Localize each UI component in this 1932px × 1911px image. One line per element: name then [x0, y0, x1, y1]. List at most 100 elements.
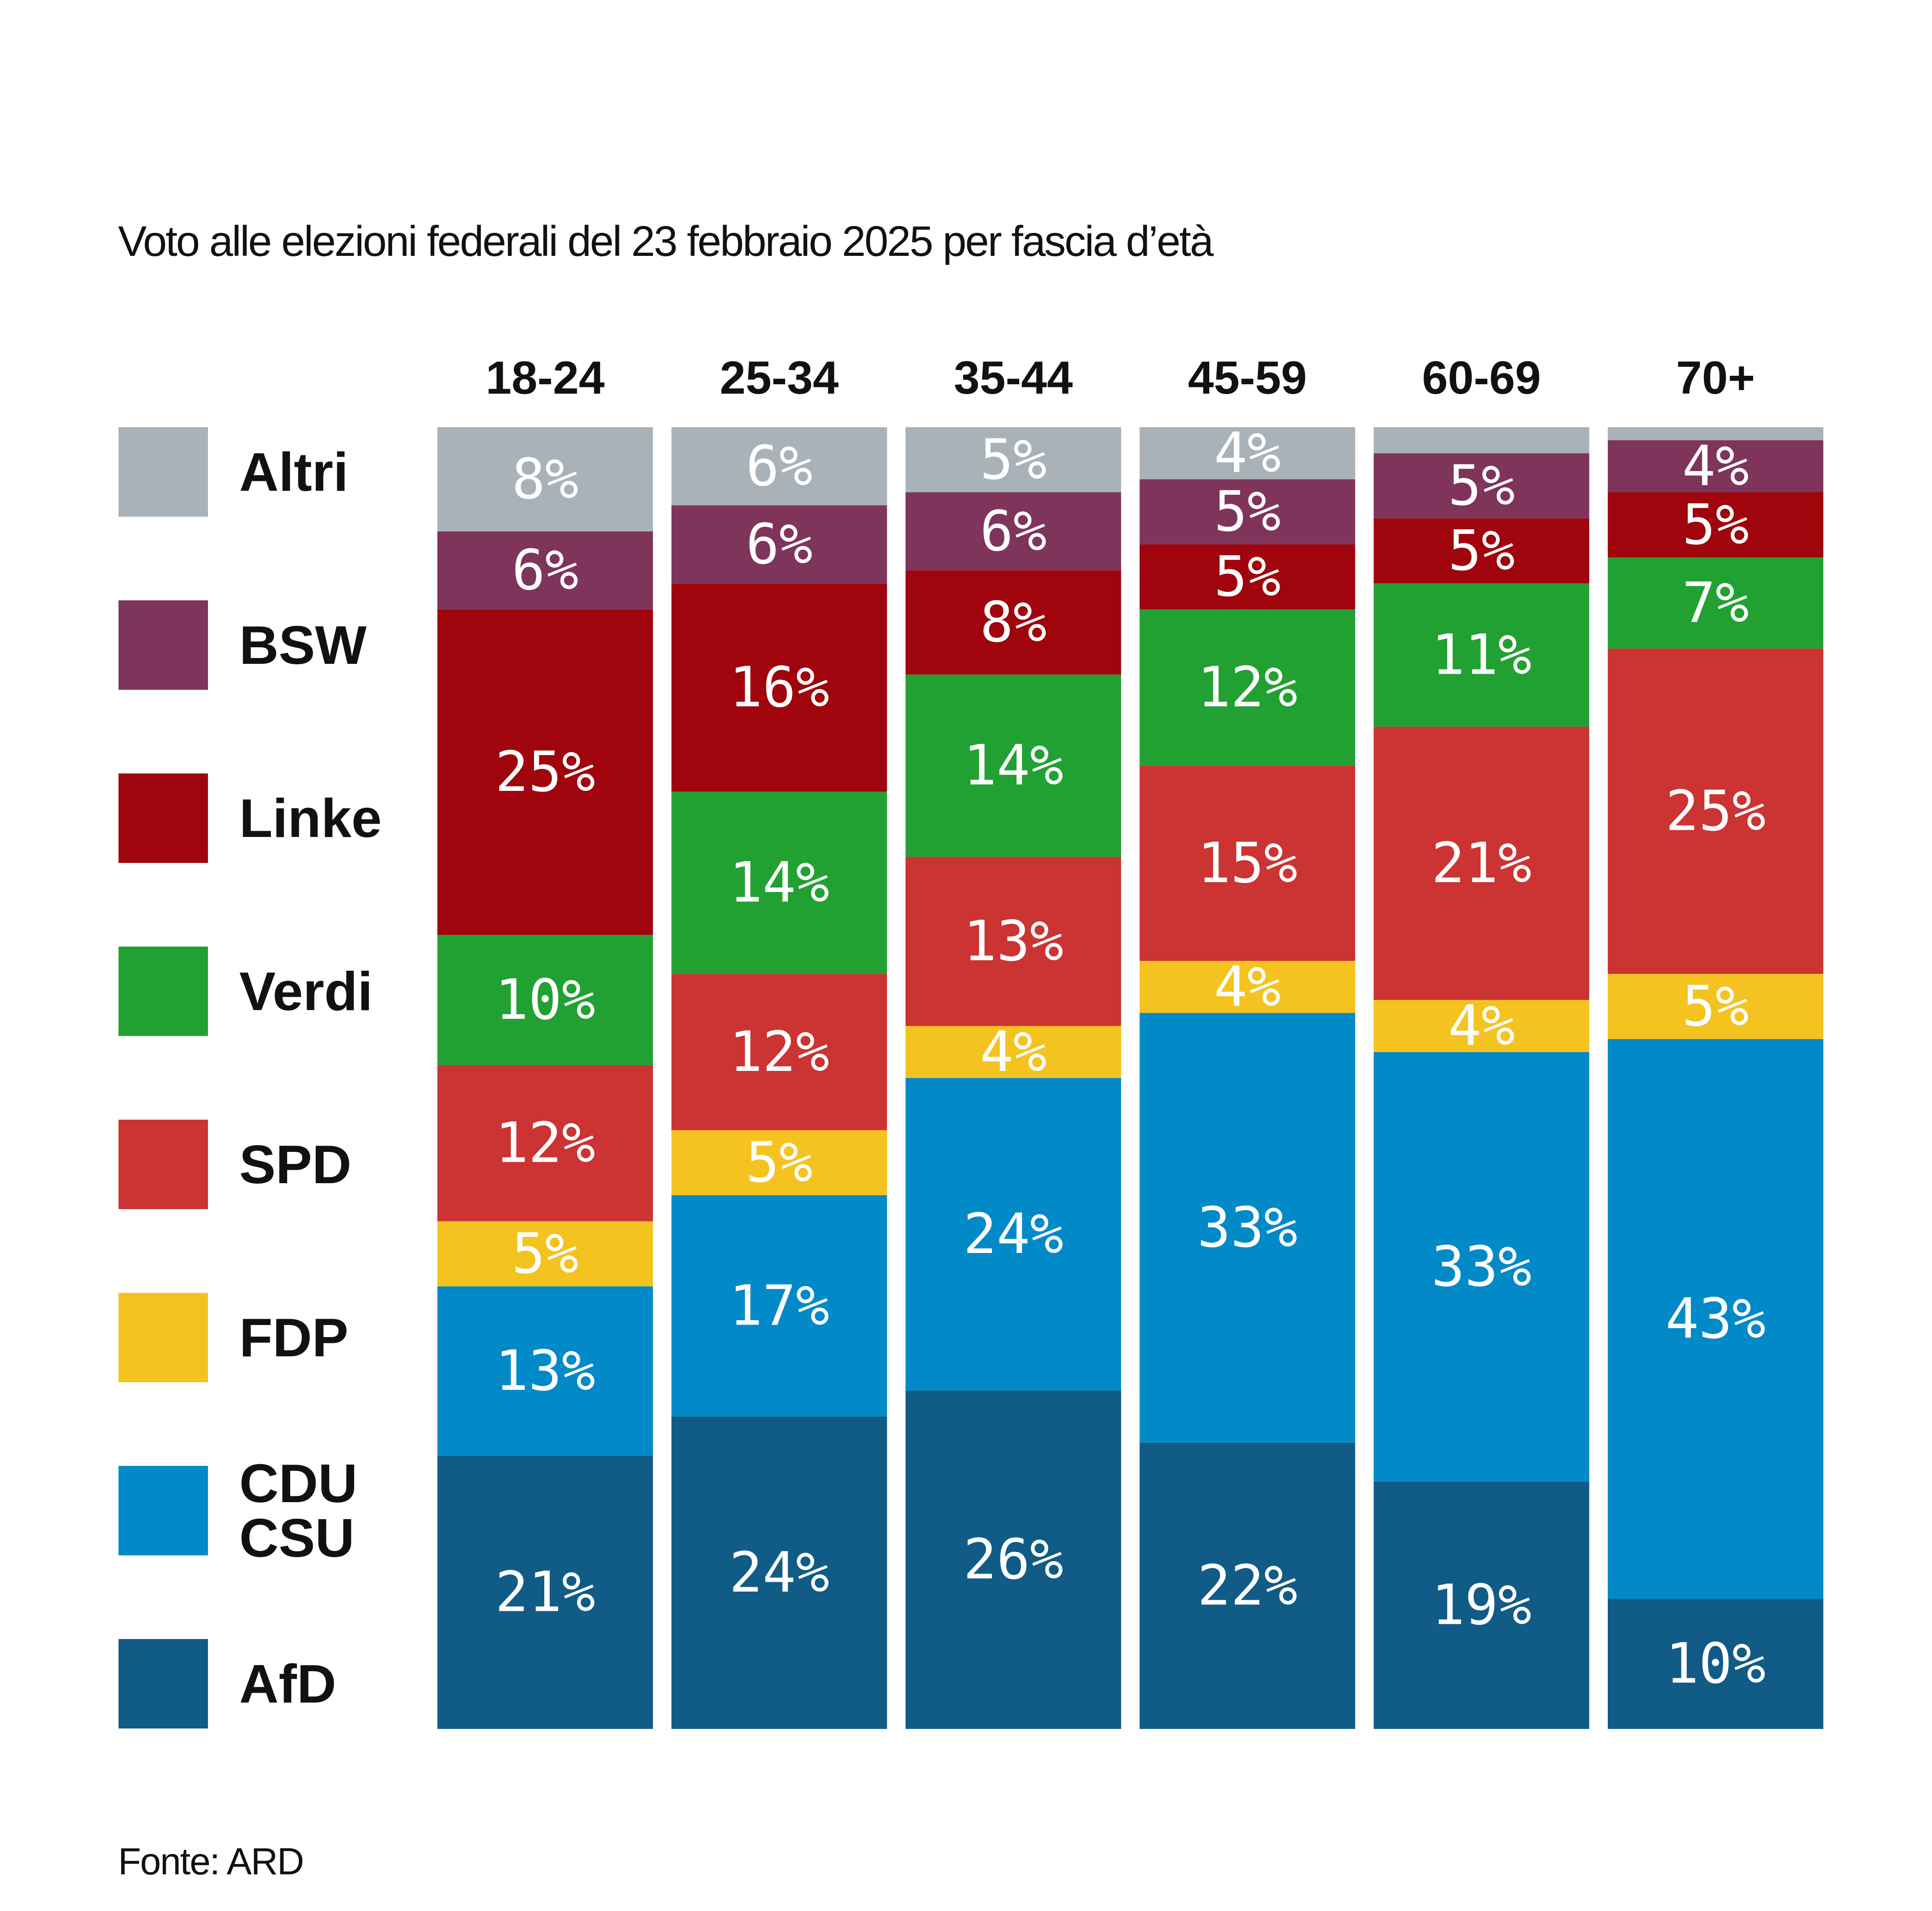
data-label-bsw-1: 6% — [512, 538, 578, 603]
data-label-spd-3: 13% — [963, 909, 1063, 973]
data-label-fdp-4: 4% — [1214, 955, 1281, 1019]
data-label-altri-1: 8% — [512, 447, 578, 511]
legend-label-linke: Linke — [239, 788, 382, 849]
data-label-fdp-5: 4% — [1448, 994, 1515, 1058]
data-label-afd-3: 26% — [963, 1528, 1063, 1592]
data-label-spd-5: 21% — [1432, 831, 1532, 896]
bar-cdu-5 — [1373, 1052, 1589, 1482]
data-label-altri-2: 6% — [746, 434, 813, 498]
bar-spd-1 — [437, 1065, 653, 1222]
bar-verdi-4 — [1140, 609, 1356, 766]
data-label-linke-1: 25% — [495, 740, 595, 804]
bar-stack-4: 22%33%4%15%12%5%5%4% — [1140, 421, 1356, 1729]
legend-item-linke: Linke — [119, 773, 382, 863]
bar-fdp-1 — [437, 1221, 653, 1287]
bar-altri-1 — [437, 427, 653, 531]
data-label-linke-2: 16% — [729, 655, 829, 720]
category-label-2: 25-34 — [720, 352, 839, 404]
category-label-1: 18-24 — [486, 352, 605, 404]
data-label-bsw-3: 6% — [980, 499, 1046, 564]
data-label-spd-6: 25% — [1665, 779, 1766, 843]
bar-cdu-6 — [1608, 1039, 1823, 1599]
data-label-linke-5: 5% — [1448, 518, 1515, 583]
data-label-afd-4: 22% — [1197, 1554, 1297, 1618]
bar-cdu-2 — [671, 1195, 887, 1417]
legend-item-verdi: Verdi — [119, 947, 373, 1036]
legend-label-altri: Altri — [239, 442, 348, 502]
bar-bsw-3 — [905, 492, 1121, 571]
bar-linke-4 — [1140, 544, 1356, 610]
legend-label-cdu-line-1: CDU — [239, 1453, 357, 1514]
data-label-bsw-6: 4% — [1682, 434, 1749, 498]
bar-verdi-2 — [671, 791, 887, 974]
data-label-verdi-4: 12% — [1197, 655, 1297, 720]
legend-item-bsw: BSW — [119, 600, 367, 690]
data-label-cdu-2: 17% — [729, 1274, 829, 1338]
data-label-linke-4: 5% — [1214, 545, 1281, 609]
bar-bsw-5 — [1373, 453, 1589, 518]
data-label-bsw-2: 6% — [746, 512, 813, 577]
bar-cdu-3 — [905, 1078, 1121, 1391]
bar-linke-2 — [671, 583, 887, 792]
source-note: Fonte: ARD — [118, 1840, 303, 1882]
data-label-fdp-3: 4% — [980, 1020, 1046, 1084]
data-label-altri-4: 4% — [1214, 421, 1281, 485]
bar-afd-5 — [1373, 1482, 1589, 1729]
category-label-4: 45-59 — [1188, 352, 1307, 404]
data-label-cdu-1: 13% — [495, 1339, 595, 1403]
data-label-verdi-1: 10% — [495, 968, 595, 1032]
category-label-5: 60-69 — [1422, 352, 1541, 404]
data-label-cdu-4: 33% — [1197, 1196, 1297, 1260]
bar-stack-5: 19% 33% 4% 21% 11% 5%5% — [1373, 427, 1589, 1729]
bar-bsw-1 — [437, 531, 653, 610]
category-label-6: 70+ — [1676, 352, 1755, 404]
chart-title: Voto alle elezioni federali del 23 febbr… — [118, 217, 1214, 265]
bar-spd-4 — [1140, 765, 1356, 961]
bar-verdi-5 — [1373, 583, 1589, 727]
data-label-afd-1: 21% — [495, 1560, 595, 1624]
data-label-verdi-5: 11% — [1432, 623, 1532, 687]
data-label-altri-3: 5% — [980, 428, 1046, 492]
legend-swatch-cdu — [119, 1466, 208, 1555]
bar-spd-5 — [1373, 726, 1589, 1000]
bar-spd-2 — [671, 974, 887, 1130]
bar-stack-2: 24% 17% 5% 12% 14% 16% 6% 6% — [671, 427, 887, 1729]
bar-linke-3 — [905, 570, 1121, 675]
bar-linke-5 — [1373, 518, 1589, 584]
bars: 21% 13% 5% 12% 10% 25% 6% 8% 24% 17% 5% 12% 14% 16% 6%… — [437, 421, 1823, 1729]
bar-afd-2 — [671, 1416, 887, 1729]
bar-altri-3 — [905, 427, 1121, 493]
legend-swatch-linke — [119, 773, 208, 863]
legend-swatch-verdi — [119, 947, 208, 1036]
bar-altri-4 — [1140, 427, 1356, 480]
bar-cdu-4 — [1140, 1013, 1356, 1443]
data-label-afd-5: 19% — [1432, 1573, 1532, 1638]
legend-swatch-spd — [119, 1120, 208, 1209]
legend-label-verdi: Verdi — [239, 961, 373, 1022]
data-label-bsw-4: 5% — [1214, 480, 1281, 544]
bar-altri-5 — [1373, 427, 1589, 454]
data-label-fdp-1: 5% — [512, 1222, 578, 1286]
data-label-fdp-2: 5% — [746, 1130, 813, 1195]
data-label-cdu-3: 24% — [963, 1202, 1063, 1266]
bar-fdp-2 — [671, 1130, 887, 1195]
bar-afd-6 — [1608, 1599, 1823, 1729]
legend-label-fdp: FDP — [239, 1307, 348, 1368]
data-label-afd-2: 24% — [729, 1541, 829, 1605]
bar-afd-3 — [905, 1390, 1121, 1729]
bar-afd-4 — [1140, 1442, 1356, 1729]
legend-item-fdp: FDP — [119, 1293, 348, 1382]
data-label-cdu-5: 33% — [1432, 1235, 1532, 1299]
bar-spd-3 — [905, 857, 1121, 1026]
bar-altri-6 — [1608, 427, 1823, 441]
data-label-verdi-6: 7% — [1682, 571, 1749, 635]
bar-stack-6: 10%43%5%25%7%5%4% — [1608, 427, 1823, 1729]
legend-swatch-bsw — [119, 600, 208, 690]
bar-fdp-6 — [1608, 974, 1823, 1039]
legend-label-spd: SPD — [239, 1134, 352, 1195]
data-label-bsw-5: 5% — [1448, 454, 1515, 518]
legend-swatch-fdp — [119, 1293, 208, 1382]
